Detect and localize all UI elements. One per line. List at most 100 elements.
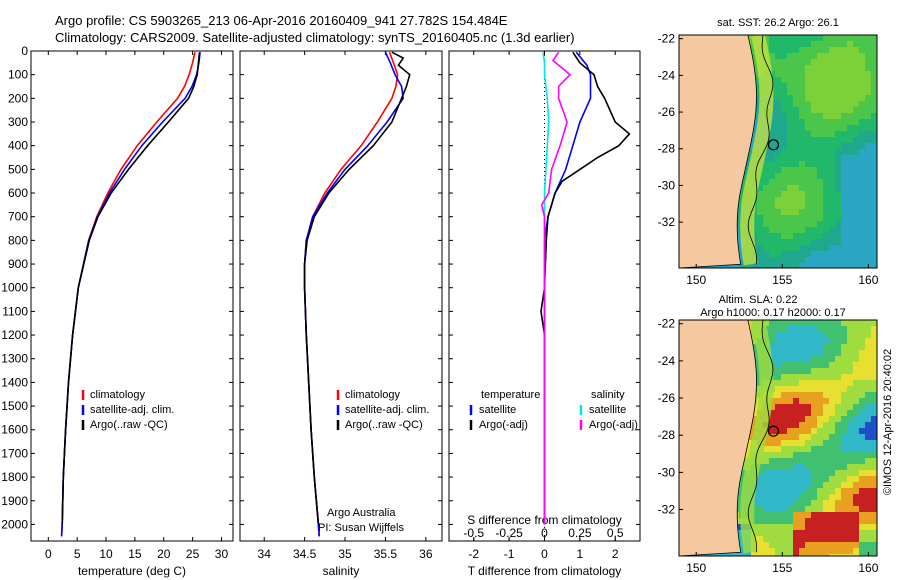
map-cell — [841, 179, 847, 185]
map-cell — [781, 149, 787, 155]
lat-tick-label: -30 — [658, 178, 676, 192]
map-cell — [871, 131, 877, 137]
map-cell — [805, 500, 811, 506]
map-cell — [817, 350, 823, 356]
map-cell — [847, 143, 853, 149]
map-cell — [835, 542, 841, 548]
map-cell — [859, 119, 865, 125]
map-cell — [829, 131, 835, 137]
map-cell — [871, 476, 877, 482]
map-cell — [799, 332, 805, 338]
map-cell — [835, 71, 841, 77]
map-cell — [817, 530, 823, 536]
map-cell — [865, 161, 871, 167]
map-cell — [787, 368, 793, 374]
map-cell — [865, 71, 871, 77]
map-cell — [853, 149, 859, 155]
map-cell — [811, 203, 817, 209]
map-cell — [847, 392, 853, 398]
map-cell — [805, 326, 811, 332]
map-cell — [865, 209, 871, 215]
map-cell — [799, 530, 805, 536]
map-cell — [769, 404, 775, 410]
map-cell — [859, 59, 865, 65]
map-cell — [763, 185, 769, 191]
y-tick-label: 1800 — [1, 470, 28, 484]
map-cell — [835, 47, 841, 53]
map-cell — [799, 239, 805, 245]
map-cell — [859, 410, 865, 416]
map-cell — [793, 239, 799, 245]
map-cell — [829, 476, 835, 482]
map-cell — [775, 512, 781, 518]
map-cell — [793, 209, 799, 215]
map-cell — [811, 452, 817, 458]
map-cell — [841, 374, 847, 380]
map-cell — [769, 518, 775, 524]
map-cell — [829, 227, 835, 233]
map-cell — [859, 77, 865, 83]
map-cell — [841, 191, 847, 197]
map-cell — [751, 554, 757, 556]
map-cell — [793, 101, 799, 107]
map-cell — [787, 89, 793, 95]
map-cell — [775, 167, 781, 173]
map-cell — [811, 506, 817, 512]
map-cell — [871, 89, 877, 95]
map-cell — [829, 107, 835, 113]
map-cell — [835, 326, 841, 332]
map-cell — [841, 470, 847, 476]
series-line-1-3 — [61, 52, 201, 525]
map-cell — [871, 167, 877, 173]
map-cell — [793, 77, 799, 83]
map-cell — [781, 101, 787, 107]
map-cell — [847, 530, 853, 536]
map-cell — [799, 125, 805, 131]
map-cell — [835, 149, 841, 155]
map-cell — [865, 215, 871, 221]
map-cell — [781, 89, 787, 95]
map-cell — [823, 245, 829, 251]
map-cell — [763, 179, 769, 185]
map-cell — [823, 179, 829, 185]
map-cell — [835, 554, 841, 556]
map-cell — [817, 191, 823, 197]
map-cell — [757, 518, 763, 524]
map-cell — [853, 221, 859, 227]
map-cell — [793, 488, 799, 494]
map-cell — [871, 506, 877, 512]
map-cell — [781, 179, 787, 185]
x-tick-label: 20 — [157, 547, 171, 561]
map-cell — [865, 167, 871, 173]
map-cell — [841, 47, 847, 53]
map-cell — [847, 173, 853, 179]
map-cell — [829, 251, 835, 257]
map-cell — [823, 554, 829, 556]
map-cell — [841, 227, 847, 233]
x-tick-label: 25 — [186, 547, 200, 561]
map-cell — [847, 542, 853, 548]
map-cell — [811, 155, 817, 161]
map-cell — [859, 326, 865, 332]
map-cell — [757, 239, 763, 245]
map-cell — [745, 452, 751, 458]
land-mass — [679, 35, 757, 268]
map-cell — [805, 440, 811, 446]
map-cell — [841, 35, 847, 41]
map-cell — [757, 554, 763, 556]
map-cell — [805, 227, 811, 233]
map-cell — [775, 47, 781, 53]
map-cell — [709, 554, 715, 556]
map-cell — [799, 470, 805, 476]
map-cell — [793, 428, 799, 434]
map-cell — [871, 257, 877, 263]
map-cell — [823, 185, 829, 191]
map-cell — [817, 167, 823, 173]
map-cell — [823, 530, 829, 536]
map-cell — [805, 239, 811, 245]
map-cell — [853, 506, 859, 512]
map-cell — [769, 464, 775, 470]
map-cell — [859, 554, 865, 556]
map-cell — [841, 221, 847, 227]
map-cell — [757, 191, 763, 197]
